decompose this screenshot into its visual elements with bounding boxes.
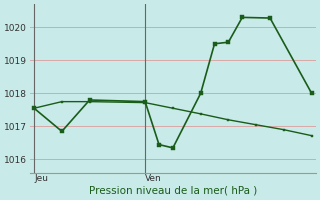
X-axis label: Pression niveau de la mer( hPa ): Pression niveau de la mer( hPa ) — [89, 186, 257, 196]
